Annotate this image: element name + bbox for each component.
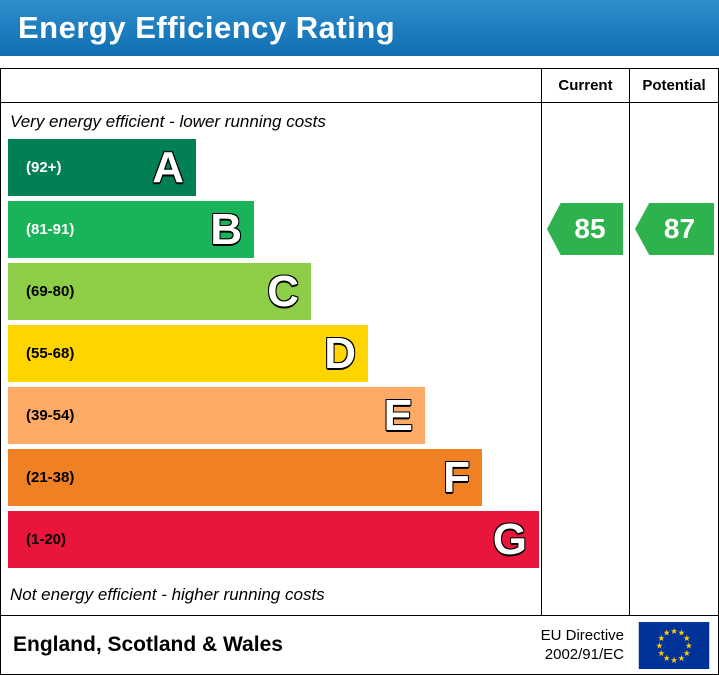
band-range-label: (55-68) <box>26 345 75 362</box>
current-column: 85 <box>541 103 629 615</box>
top-note: Very energy efficient - lower running co… <box>10 112 326 131</box>
svg-text:★: ★ <box>658 647 665 657</box>
svg-text:★: ★ <box>685 640 692 650</box>
band-range-label: (39-54) <box>26 407 75 424</box>
current-rating-arrow: 85 <box>547 203 623 255</box>
header-spacer <box>1 69 541 102</box>
band-letter: E <box>383 390 413 440</box>
page-title: Energy Efficiency Rating <box>18 10 396 45</box>
band-letter: C <box>267 266 299 316</box>
svg-text:★: ★ <box>683 633 690 643</box>
potential-column: 87 <box>629 103 718 615</box>
potential-rating-value: 87 <box>663 213 696 244</box>
rating-band-b: (81-91) B <box>8 201 254 258</box>
rating-band-d: (55-68) D <box>8 325 368 382</box>
eu-directive-line1: EU Directive <box>540 626 624 644</box>
eu-flag-icon: ★ ★ ★ ★ ★ ★ ★ ★ ★ ★ ★ ★ <box>638 621 710 669</box>
chart-body: Very energy efficient - lower running co… <box>1 103 718 615</box>
current-column-header: Current <box>541 69 629 102</box>
bottom-note: Not energy efficient - higher running co… <box>10 585 325 604</box>
region-label: England, Scotland & Wales <box>13 633 283 656</box>
svg-text:★: ★ <box>663 653 670 663</box>
band-range-label: (92+) <box>26 159 62 176</box>
band-letter: A <box>152 142 184 192</box>
band-letter: F <box>443 452 470 502</box>
chart-header-row: Current Potential <box>1 69 718 103</box>
rating-band-e: (39-54) E <box>8 387 425 444</box>
rating-band-c: (69-80) C <box>8 263 311 320</box>
rating-chart: Current Potential Very energy efficient … <box>0 68 719 616</box>
svg-text:★: ★ <box>683 647 690 657</box>
band-letter: B <box>210 204 242 254</box>
band-letter: D <box>324 328 356 378</box>
rating-band-a: (92+) A <box>8 139 196 196</box>
eu-directive-line2: 2002/91/EC <box>544 646 624 663</box>
band-range-label: (69-80) <box>26 283 75 300</box>
svg-text:★: ★ <box>678 627 685 637</box>
title-bar: Energy Efficiency Rating <box>0 0 719 56</box>
svg-text:★: ★ <box>658 633 665 643</box>
svg-text:★: ★ <box>670 655 677 665</box>
current-rating-value: 85 <box>574 213 606 244</box>
svg-text:★: ★ <box>663 627 670 637</box>
band-range-label: (1-20) <box>26 531 67 548</box>
potential-column-header: Potential <box>629 69 718 102</box>
svg-text:★: ★ <box>656 640 663 650</box>
eu-directive-label: EU Directive 2002/91/EC <box>541 626 624 665</box>
potential-rating-arrow: 87 <box>635 203 714 255</box>
rating-band-f: (21-38) F <box>8 449 482 506</box>
band-letter: G <box>492 514 527 564</box>
band-range-label: (21-38) <box>26 469 75 486</box>
svg-text:★: ★ <box>678 653 685 663</box>
rating-band-g: (1-20) G <box>8 511 539 568</box>
chart-footer: England, Scotland & Wales EU Directive 2… <box>0 616 719 675</box>
bands-column: Very energy efficient - lower running co… <box>1 103 541 615</box>
svg-text:★: ★ <box>670 625 677 635</box>
band-range-label: (81-91) <box>26 221 75 238</box>
